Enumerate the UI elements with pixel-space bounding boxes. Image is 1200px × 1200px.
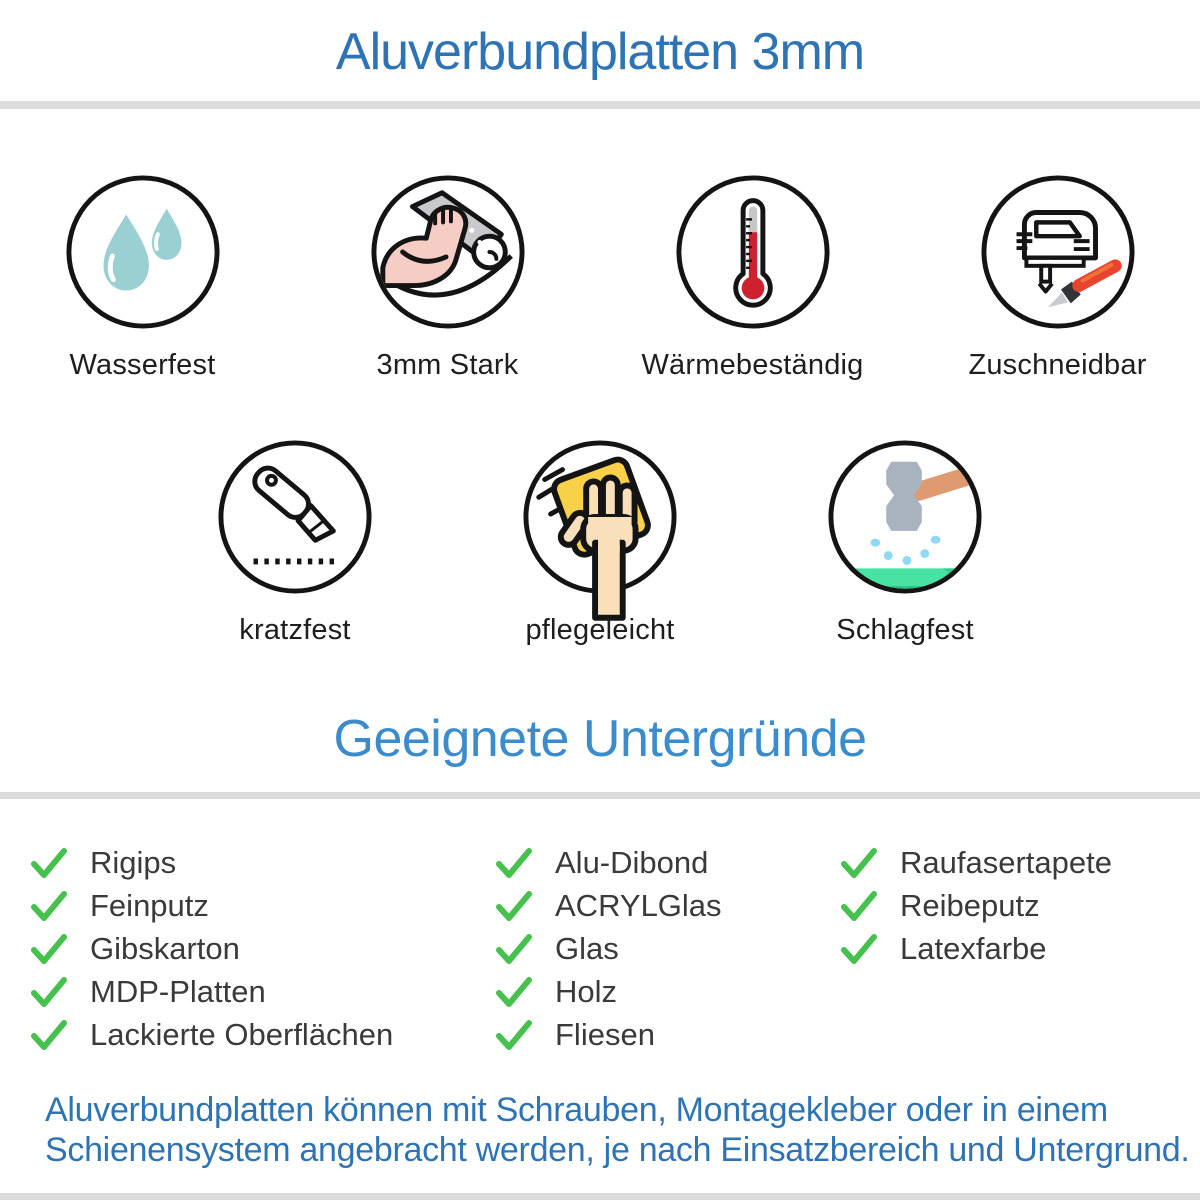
- check-icon: [31, 847, 67, 878]
- substrate-item: MDP-Platten: [30, 970, 495, 1013]
- substrate-label: MDP-Platten: [90, 973, 266, 1009]
- check-icon: [496, 847, 532, 878]
- thermometer-icon: [675, 175, 830, 329]
- substrate-label: Raufasertapete: [900, 844, 1112, 880]
- utility-knife-icon: [218, 440, 372, 594]
- substrate-label: Glas: [555, 930, 619, 966]
- substrates-column-2: Alu-Dibond ACRYLGlas Glas Holz Fliesen: [495, 841, 840, 1056]
- substrate-item: Raufasertapete: [840, 841, 1200, 884]
- section-divider: [0, 792, 1200, 800]
- substrate-item: Gibskarton: [30, 927, 495, 970]
- check-icon: [496, 890, 532, 921]
- mounting-note-line-1: Aluverbundplatten können mit Schrauben, …: [45, 1091, 1108, 1130]
- substrate-item: Latexfarbe: [840, 927, 1200, 970]
- substrate-label: Holz: [555, 973, 618, 1009]
- mounting-note: Aluverbundplatten können mit Schrauben, …: [45, 1090, 1200, 1170]
- feature-3mm-strong: 3mm Stark: [308, 173, 588, 382]
- jigsaw-cutter-icon: [980, 175, 1135, 329]
- feature-label: Zuschneidbar: [968, 349, 1147, 382]
- substrate-item: Glas: [495, 927, 840, 970]
- mounting-note-line-2: Schienensystem angebracht werden, je nac…: [45, 1131, 1190, 1170]
- page-title: Aluverbundplatten 3mm: [335, 23, 865, 81]
- feature-label: kratzfest: [239, 614, 351, 647]
- substrate-label: Lackierte Oberflächen: [90, 1016, 394, 1052]
- check-icon: [496, 933, 532, 964]
- cleaning-hand-icon: [523, 440, 677, 621]
- check-icon: [31, 1019, 67, 1050]
- substrate-item: Holz: [495, 970, 840, 1013]
- feature-heat-resistant: Wärmebeständig: [613, 173, 893, 382]
- substrate-item: Alu-Dibond: [495, 841, 840, 884]
- check-icon: [31, 933, 67, 964]
- water-drops-icon: [65, 175, 220, 329]
- section-divider: [0, 1193, 1200, 1200]
- feature-label: pflegeleicht: [525, 614, 675, 647]
- substrate-item: Rigips: [30, 841, 495, 884]
- substrates-column-3: Raufasertapete Reibeputz Latexfarbe: [840, 841, 1200, 970]
- substrates-list: Rigips Feinputz Gibskarton MDP-Platten L…: [0, 841, 1200, 1056]
- substrate-item: Fliesen: [495, 1013, 840, 1056]
- muscle-arm-panel-icon: [370, 175, 525, 329]
- feature-row-2: kratzfest pflegeleicht: [0, 438, 1200, 647]
- substrate-item: ACRYLGlas: [495, 884, 840, 927]
- feature-impact-resistant: Schlagfest: [765, 438, 1045, 647]
- feature-label: Wasserfest: [69, 349, 216, 382]
- section-divider: [0, 101, 1200, 110]
- substrate-item: Lackierte Oberflächen: [30, 1013, 495, 1056]
- substrates-title: Geeignete Untergründe: [333, 710, 868, 769]
- substrate-label: Alu-Dibond: [555, 844, 709, 880]
- feature-row-1: Wasserfest 3mm Stark: [0, 173, 1200, 382]
- substrate-label: Gibskarton: [90, 930, 240, 966]
- check-icon: [31, 976, 67, 1007]
- substrate-label: ACRYLGlas: [555, 887, 722, 923]
- check-icon: [31, 890, 67, 921]
- check-icon: [496, 1019, 532, 1050]
- substrate-item: Reibeputz: [840, 884, 1200, 927]
- substrates-column-1: Rigips Feinputz Gibskarton MDP-Platten L…: [30, 841, 495, 1056]
- substrate-label: Latexfarbe: [900, 930, 1047, 966]
- check-icon: [841, 890, 877, 921]
- substrate-label: Reibeputz: [900, 887, 1040, 923]
- substrate-item: Feinputz: [30, 884, 495, 927]
- check-icon: [841, 847, 877, 878]
- hammer-impact-icon: [828, 440, 982, 594]
- feature-scratch-resistant: kratzfest: [155, 438, 435, 647]
- substrate-label: Fliesen: [555, 1016, 655, 1052]
- feature-waterproof: Wasserfest: [3, 173, 283, 382]
- check-icon: [841, 933, 877, 964]
- check-icon: [496, 976, 532, 1007]
- feature-cuttable: Zuschneidbar: [918, 173, 1198, 382]
- feature-label: 3mm Stark: [376, 349, 519, 382]
- feature-label: Wärmebeständig: [641, 349, 864, 382]
- substrate-label: Feinputz: [90, 887, 209, 923]
- substrate-label: Rigips: [90, 844, 177, 880]
- feature-label: Schlagfest: [836, 614, 974, 647]
- feature-easy-care: pflegeleicht: [460, 438, 740, 647]
